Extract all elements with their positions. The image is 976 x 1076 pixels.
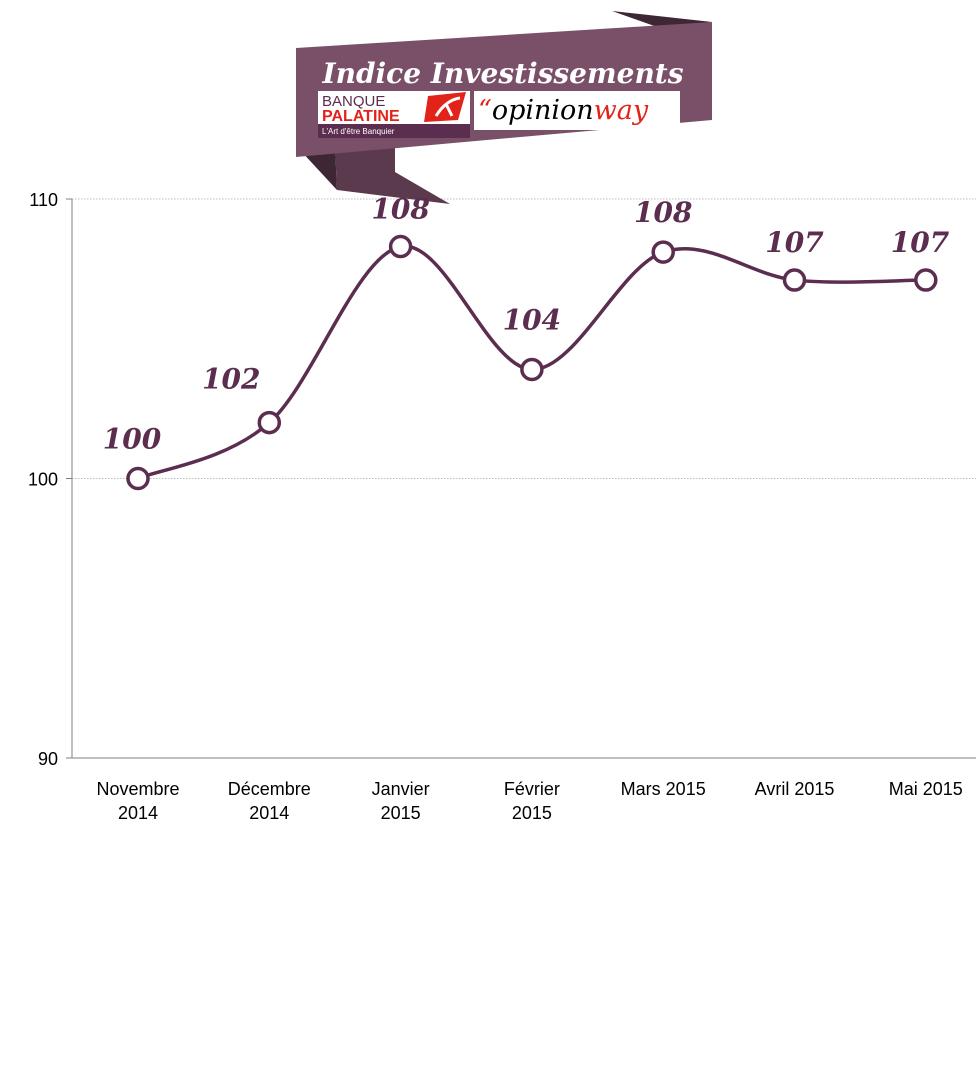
logo-bank-tagline: L'Art d'être Banquier [322, 127, 395, 136]
banque-palatine-logo: BANQUE PALATINE L'Art d'être Banquier [318, 91, 470, 138]
data-point [914, 268, 938, 292]
y-tick-label: 90 [38, 749, 58, 769]
data-point [782, 268, 807, 292]
logo-opinionway-text: “opinionway [478, 95, 649, 126]
data-point [257, 410, 282, 435]
logo-bank-main-text: PALATINE [322, 108, 400, 125]
x-tick-label: Mars 2015 [621, 779, 706, 799]
opinionway-logo: “opinionway [474, 91, 680, 130]
data-point [520, 357, 544, 382]
data-point [126, 466, 150, 491]
logo-bank-top-text: BANQUE [322, 93, 385, 110]
grid-lines [66, 198, 976, 759]
x-tick-labels: Novembre 2014 Décembre 2014 Janvier 2015 Févri… [96, 779, 962, 823]
y-tick-labels: 90 100 110 [28, 190, 58, 769]
axes [71, 199, 976, 759]
banner-ribbon-tail [335, 146, 450, 204]
x-tick-label: Avril 2015 [755, 779, 835, 799]
x-tick-label: Décembre 2014 [228, 779, 311, 823]
y-tick-label: 100 [28, 470, 58, 490]
data-point [651, 240, 675, 264]
title-banner: Indice Investissements BANQUE PALATINE L… [296, 11, 712, 204]
data-label: 108 [634, 196, 692, 229]
x-tick-label: Mai 2015 [889, 779, 963, 799]
sail-emblem-stroke-icon [434, 96, 461, 117]
data-label: 100 [103, 423, 162, 456]
data-label: 104 [503, 303, 561, 336]
data-label: 107 [891, 226, 950, 259]
x-tick-label: Février 2015 [504, 779, 560, 823]
x-tick-label: Novembre 2014 [96, 779, 179, 823]
y-tick-label: 110 [29, 190, 58, 210]
data-point [388, 234, 413, 259]
data-label: 102 [202, 363, 260, 396]
banner-ribbon-fold [300, 146, 337, 190]
data-labels: 100 102 108 104 108 107 107 [103, 193, 950, 456]
data-label: 107 [765, 226, 824, 259]
banner-title: Indice Investissements [322, 57, 684, 90]
data-markers [126, 234, 938, 491]
data-label: 108 [371, 193, 429, 226]
x-tick-label: Janvier 2015 [372, 779, 430, 823]
